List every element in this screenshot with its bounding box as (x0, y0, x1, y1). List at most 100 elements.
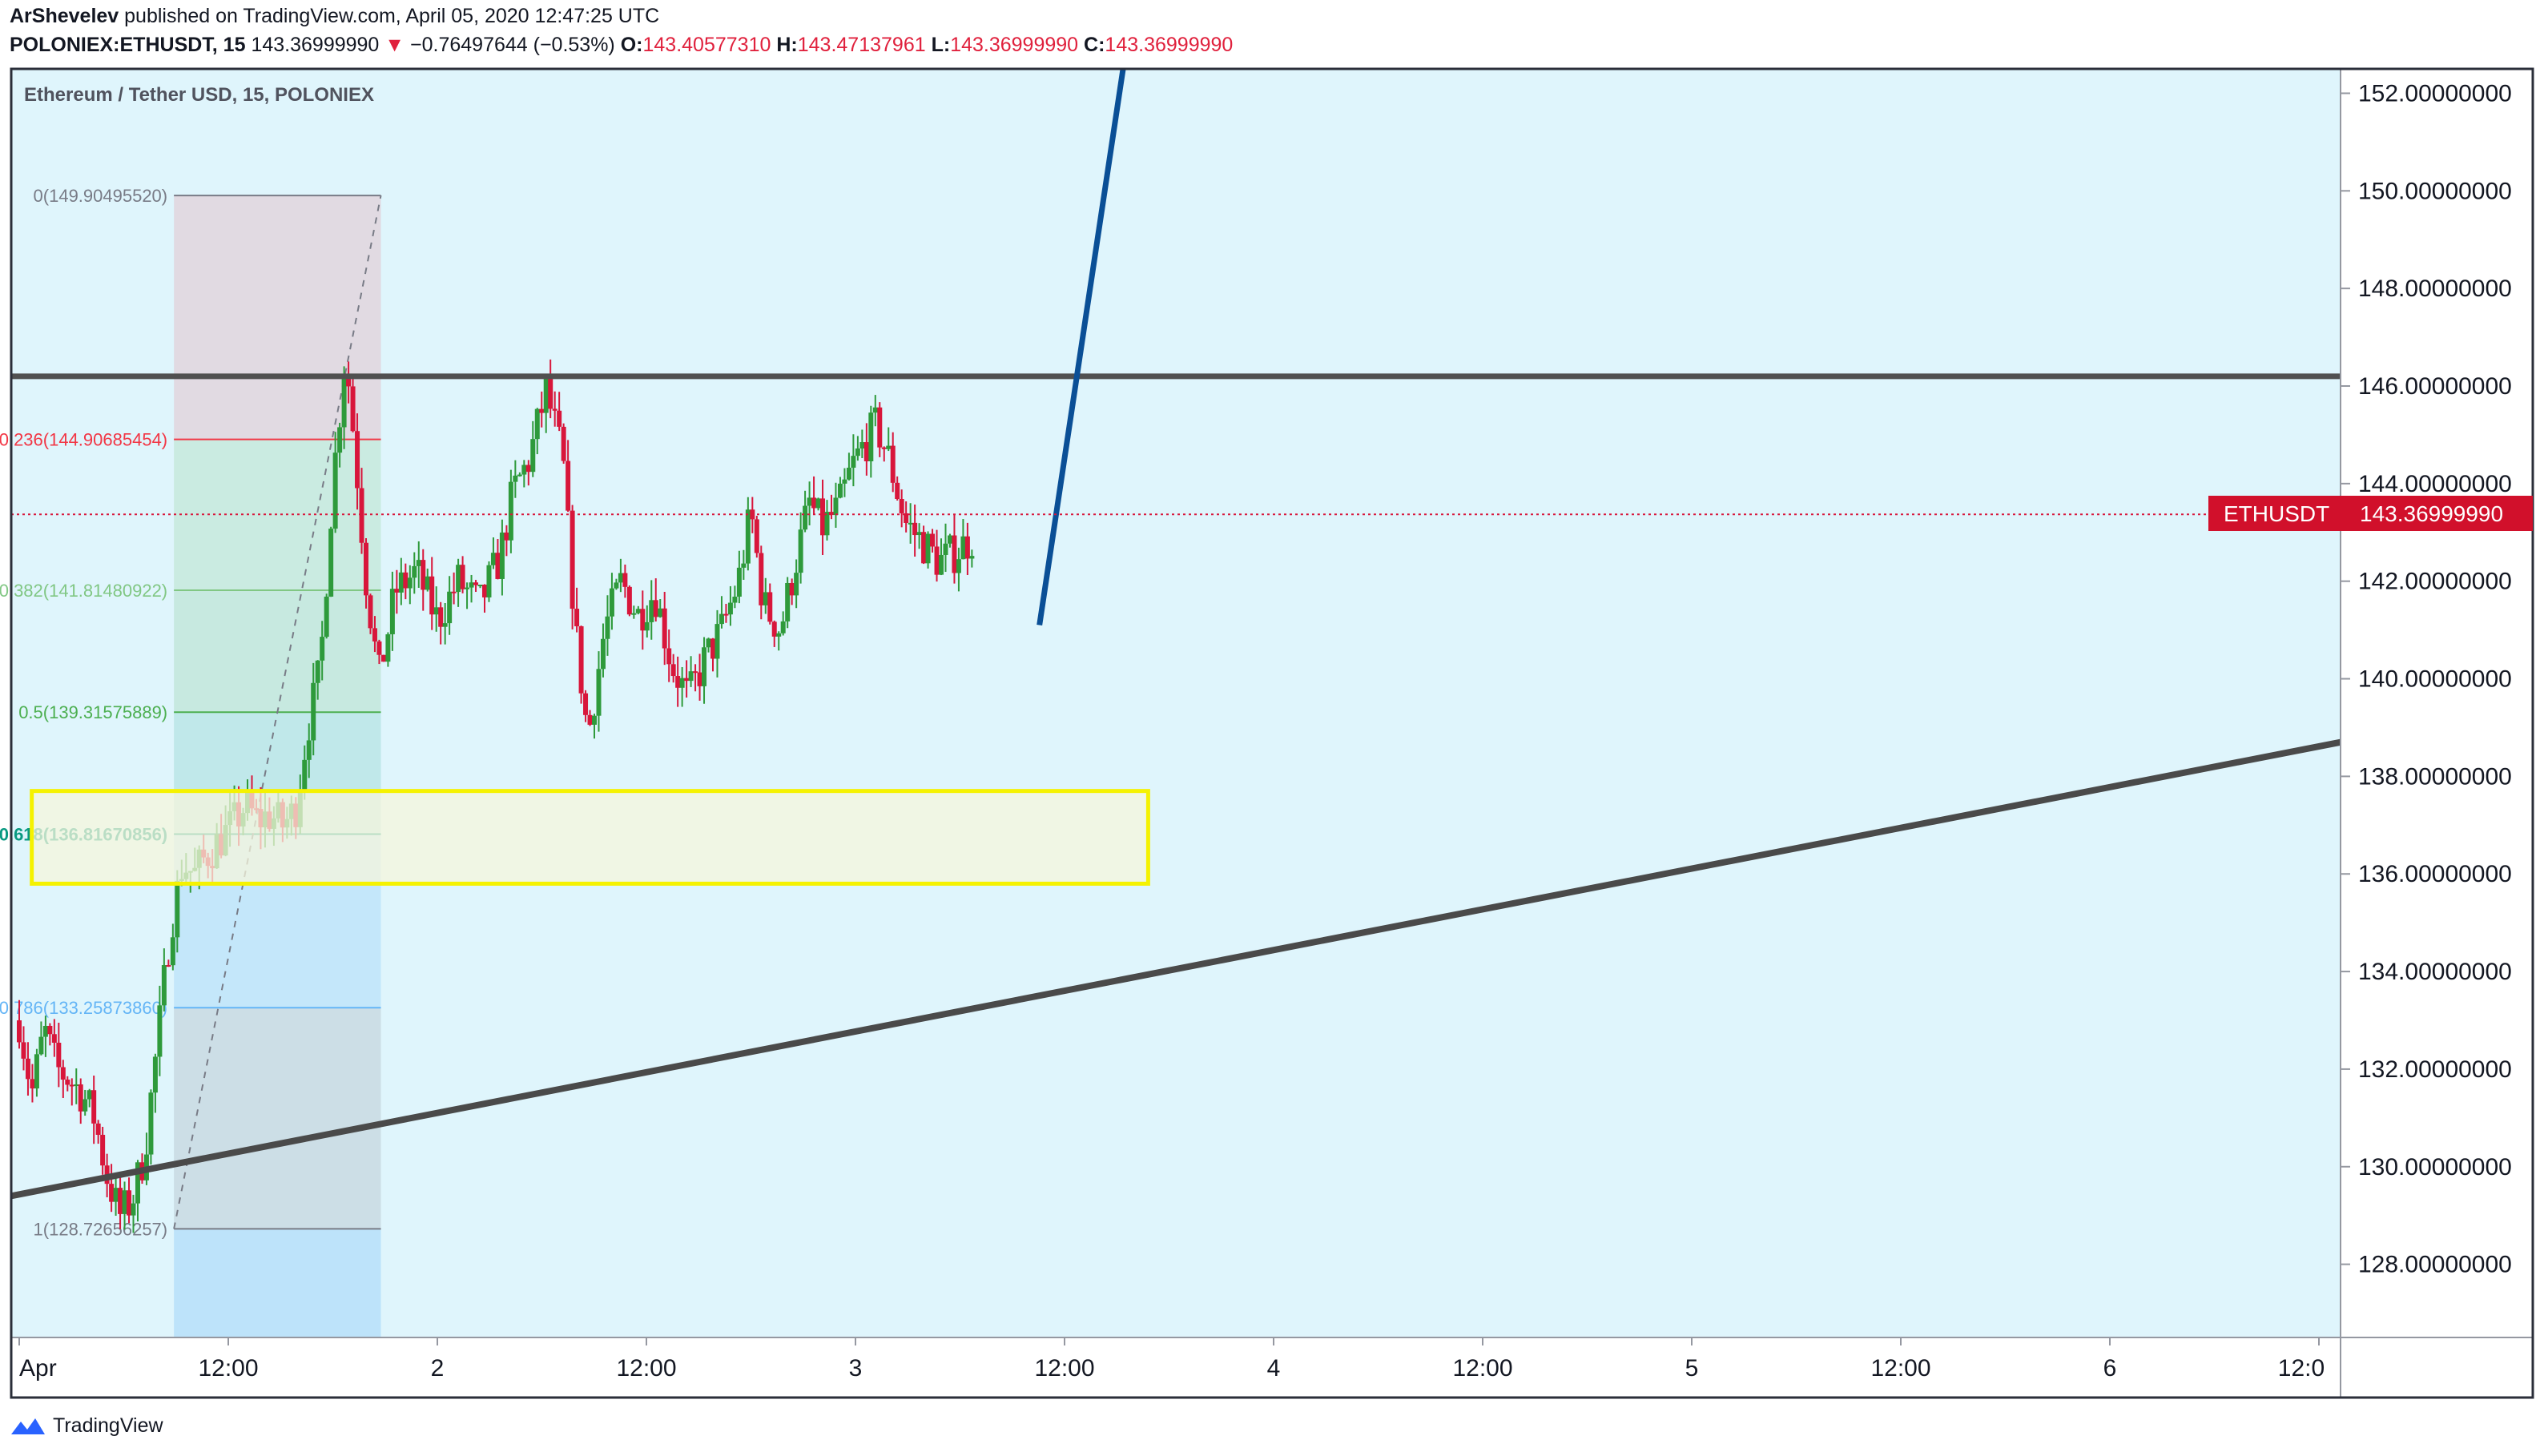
candle-body (135, 1162, 140, 1204)
candle-body (916, 532, 922, 536)
candle-body (337, 427, 343, 453)
candle-body (100, 1134, 106, 1166)
fib-extension-zone (174, 1229, 381, 1337)
time-tick-label: 12:00 (198, 1355, 258, 1382)
candle-body (421, 560, 426, 590)
price-tick-label: 136.00000000 (2358, 861, 2512, 887)
candle-body (754, 519, 759, 553)
candle-body (429, 576, 435, 615)
chart-pane[interactable] (11, 69, 2341, 1337)
price-tick-label: 132.00000000 (2358, 1056, 2512, 1083)
candle-body (389, 589, 395, 634)
candle-body (886, 445, 892, 449)
price-tag: ETHUSDT 143.36999990 (2208, 496, 2533, 531)
candle-body (658, 608, 663, 617)
candle-body (456, 565, 461, 593)
price-tick-label: 134.00000000 (2358, 959, 2512, 985)
candle-body (618, 573, 623, 583)
candle-body (723, 613, 729, 616)
candle-body (346, 376, 352, 387)
time-axis[interactable]: Apr 12:00 2 12:00 3 12:00 4 12:00 5 12:00 6 12:0 (18, 1337, 2325, 1382)
support-zone-rectangle[interactable] (30, 789, 1150, 886)
drawings[interactable] (10, 68, 2341, 1200)
tradingview-logo-icon (11, 1418, 45, 1434)
tradingview-footer[interactable]: TradingView (10, 1414, 163, 1438)
candle-body (481, 585, 487, 597)
candle-body (363, 542, 368, 596)
price-tick-label: 128.00000000 (2358, 1252, 2512, 1278)
support-trendline[interactable] (10, 738, 2341, 1200)
candle-body (872, 407, 878, 413)
candle-body (561, 426, 566, 461)
close-label: C: (1084, 34, 1105, 56)
high-value: 143.47137961 (797, 34, 926, 56)
time-tick-label: 12:00 (1870, 1355, 1930, 1382)
tradingview-brand: TradingView (53, 1414, 163, 1437)
candle-body (473, 582, 479, 585)
open-value: 143.40577310 (642, 34, 771, 56)
candle-body (895, 482, 900, 499)
candle-body (51, 1034, 57, 1043)
candle-body (91, 1090, 97, 1124)
candle-body (315, 660, 320, 683)
fib-level-label: 0.786(133.25873860) (0, 998, 167, 1018)
candle-body (320, 637, 325, 661)
candle-body (350, 386, 356, 432)
high-label: H: (776, 34, 798, 56)
candle-body (407, 577, 413, 589)
candle-body (904, 513, 909, 523)
symbol-label[interactable]: POLONIEX:ETHUSDT, 15 (10, 34, 246, 56)
change-value: −0.76497644 (−0.53%) (410, 34, 615, 56)
candle-body (534, 408, 540, 440)
fib-level-label: 0(149.90495520) (34, 186, 168, 206)
candle-body (83, 1099, 88, 1112)
candle-body (745, 509, 751, 564)
price-tick-label: 150.00000000 (2358, 178, 2512, 204)
candle-body (403, 572, 409, 589)
candle-body (605, 616, 610, 639)
candle-body (332, 452, 338, 529)
candle-body (710, 638, 715, 659)
candle-body (311, 682, 316, 741)
candle-body (833, 497, 839, 516)
price-tag-box (2208, 496, 2533, 531)
price-tick-label: 142.00000000 (2358, 569, 2512, 595)
candle-body (583, 693, 589, 715)
candle-body (859, 442, 865, 448)
price-chart[interactable]: 0(149.90495520) 0.236(144.90685454) 0.382(… (0, 0, 2544, 1410)
candle-body (600, 638, 606, 670)
time-tick-label: 12:0 (2278, 1355, 2325, 1382)
candle-body (438, 607, 444, 627)
candle-body (934, 546, 940, 575)
price-axis[interactable]: 128.00000000 130.00000000 132.00000000 134.… (2341, 80, 2512, 1278)
author-name[interactable]: ArShevelev (10, 5, 119, 27)
fib-zone (174, 1008, 381, 1229)
projection-line[interactable] (1037, 68, 1126, 626)
candle-body (815, 498, 821, 509)
candle-body (794, 573, 799, 596)
candle-body (477, 585, 483, 587)
candle-body (525, 465, 531, 473)
time-tick-label: 12:00 (1452, 1355, 1512, 1382)
fib-zone (174, 195, 381, 440)
fib-level-label: 1(128.72656257) (34, 1219, 168, 1239)
candle-body (530, 439, 536, 473)
candle-body (486, 565, 492, 597)
candle-body (741, 563, 747, 568)
candle-body (842, 479, 847, 484)
candle-body (42, 1025, 48, 1037)
candle-body (324, 596, 329, 638)
candle-body (521, 465, 527, 475)
time-tick-label: 12:00 (1034, 1355, 1094, 1382)
candle-body (495, 553, 501, 579)
candle-body (837, 483, 843, 498)
price-tag-symbol: ETHUSDT (2224, 501, 2329, 526)
candle-body (675, 676, 681, 688)
candle-body (118, 1188, 123, 1214)
candle-body (109, 1184, 115, 1202)
candle-body (543, 377, 549, 413)
candle-body (609, 588, 614, 617)
candle-body (969, 556, 975, 559)
ohlc-legend: POLONIEX:ETHUSDT, 15 143.36999990 ▼ −0.7… (10, 34, 1233, 57)
candle-body (175, 880, 180, 938)
